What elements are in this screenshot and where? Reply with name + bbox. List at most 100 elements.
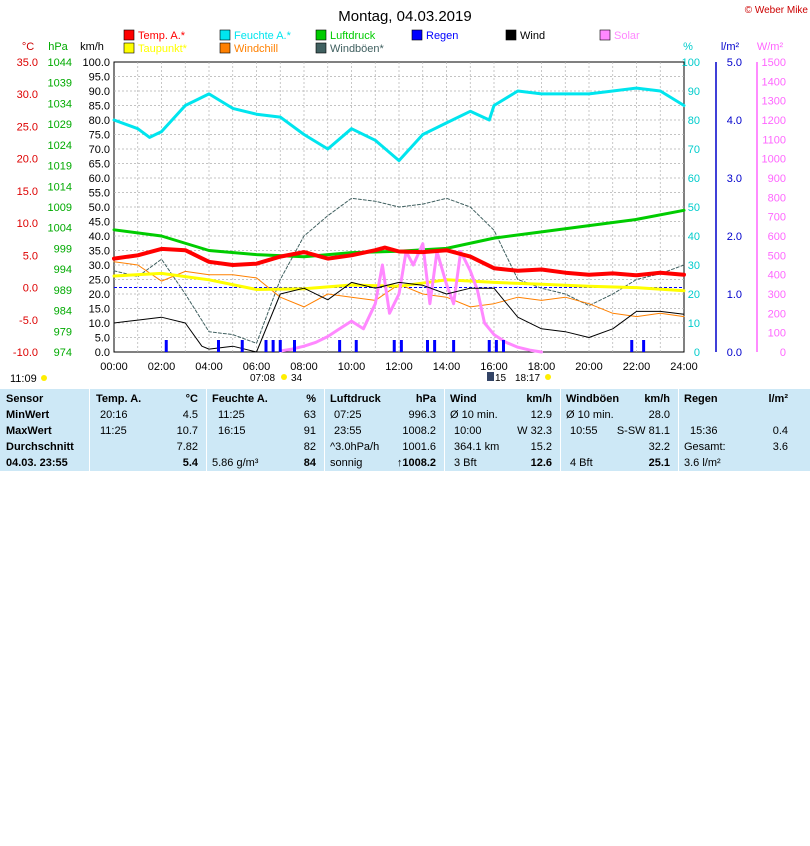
rain-bar xyxy=(399,340,403,352)
kmh-tick-label: 55.0 xyxy=(89,188,110,200)
pressure-max-time: 23:55 xyxy=(334,425,362,437)
x-tick-label: 18:00 xyxy=(528,361,556,373)
legend-swatch xyxy=(123,42,135,54)
rain-max-value: 0.4 xyxy=(772,425,788,437)
rain-current: 3.6 l/m² xyxy=(684,457,721,469)
temp-axis-unit: °C xyxy=(22,41,34,53)
legend-swatch xyxy=(411,29,423,41)
rain-tick-label: 5.0 xyxy=(727,57,742,69)
temp-unit: °C xyxy=(185,393,198,405)
copyright-text: © Weber Mike xyxy=(745,5,809,16)
hpa-tick-label: 1019 xyxy=(48,161,72,173)
kmh-tick-label: 5.0 xyxy=(95,333,110,345)
kmh-tick-label: 10.0 xyxy=(89,318,110,330)
temp-tick-label: -5.0 xyxy=(19,315,38,327)
solar-tick-label: 1400 xyxy=(762,76,786,88)
wind-header: Wind xyxy=(450,393,477,405)
temp-min: 4.5 xyxy=(182,409,198,421)
solar-tick-label: 600 xyxy=(768,231,786,243)
solar-tick-label: 900 xyxy=(768,173,786,185)
legend-label: Wind xyxy=(520,30,545,42)
chart-legend: Temp. A.* Feuchte A.* Luftdruck Regen Wind So… xyxy=(123,29,640,55)
gusts-bft: 4 Bft xyxy=(570,457,593,469)
kmh-tick-label: 60.0 xyxy=(89,173,110,185)
sunrise-time: 07:08 xyxy=(250,373,275,384)
pct-tick-label: 50 xyxy=(688,202,700,214)
rain-bar xyxy=(487,340,491,352)
wind-distance: 364.1 km xyxy=(454,441,500,453)
rain-header: Regen xyxy=(684,393,718,405)
legend-swatch xyxy=(219,42,231,54)
sunrise-icon xyxy=(281,374,287,380)
col-rain: Regen l/m² 15:36 0.4 Gesamt: 3.6 3.6 l/m… xyxy=(680,389,792,471)
pressure-forecast: sonnig xyxy=(330,457,363,469)
rain-total-value: 3.6 xyxy=(772,441,788,453)
kmh-tick-label: 95.0 xyxy=(89,72,110,84)
col-humidity: Feuchte A. % 11:25 63 16:15 91 82 5.86 g… xyxy=(208,389,322,471)
x-tick-label: 16:00 xyxy=(480,361,508,373)
pressure-current: ↑1008.2 xyxy=(396,457,436,469)
kmh-tick-label: 50.0 xyxy=(89,202,110,214)
kmh-tick-label: 40.0 xyxy=(89,231,110,243)
temp-current: 5.4 xyxy=(182,457,198,469)
sun-icon xyxy=(41,375,47,381)
x-tick-label: 14:00 xyxy=(433,361,461,373)
kmh-tick-label: 70.0 xyxy=(89,144,110,156)
solar-tick-label: 300 xyxy=(768,289,786,301)
temp-min-time: 20:16 xyxy=(100,409,128,421)
gusts-avg-label: Ø 10 min. xyxy=(566,409,614,421)
wind-max-time: 10:00 xyxy=(454,425,482,437)
hpa-tick-label: 984 xyxy=(54,306,72,318)
rain-axis-unit: l/m² xyxy=(721,41,740,53)
legend-label: Luftdruck xyxy=(330,30,376,42)
hpa-tick-label: 1014 xyxy=(48,181,72,193)
humidity-avg: 82 xyxy=(303,441,316,453)
temp-tick-label: 10.0 xyxy=(17,218,38,230)
kmh-tick-label: 80.0 xyxy=(89,115,110,127)
gusts-max-time: 10:55 xyxy=(570,425,598,437)
rain-bar xyxy=(494,340,498,352)
rain-bar xyxy=(164,340,168,352)
wind-max-value: W 32.3 xyxy=(517,425,552,437)
wind-unit: km/h xyxy=(526,393,552,405)
kmh-tick-label: 30.0 xyxy=(89,260,110,272)
solar-line xyxy=(278,242,543,354)
wind-avg2: 15.2 xyxy=(530,441,552,453)
kmh-tick-label: 0.0 xyxy=(95,347,110,359)
pressure-header: Luftdruck xyxy=(330,393,381,405)
temp-tick-label: 25.0 xyxy=(17,121,38,133)
x-tick-label: 06:00 xyxy=(243,361,271,373)
legend-swatch xyxy=(315,29,327,41)
gusts-current: 25.1 xyxy=(648,457,670,469)
x-tick-label: 00:00 xyxy=(100,361,128,373)
temp-max-time: 11:25 xyxy=(100,425,127,437)
row-labels: Sensor MinWert MaxWert Durchschnitt 04.0… xyxy=(6,389,86,471)
solar-tick-label: 800 xyxy=(768,192,786,204)
gusts-max-value: S-SW 81.1 xyxy=(616,425,670,437)
wind-bft: 3 Bft xyxy=(454,457,477,469)
pct-tick-label: 70 xyxy=(688,144,700,156)
pressure-trend: ^3.0hPa/h xyxy=(330,441,380,453)
x-tick-label: 12:00 xyxy=(385,361,413,373)
row-label-sensor: Sensor xyxy=(6,393,44,405)
x-tick-label: 20:00 xyxy=(575,361,603,373)
rain-bar xyxy=(452,340,456,352)
col-gusts: Windböen km/h Ø 10 min. 28.0 10:55 S-SW … xyxy=(562,389,676,471)
pressure-trend-value: 1001.6 xyxy=(402,441,436,453)
solar-axis-unit: W/m² xyxy=(757,41,784,53)
pressure-unit: hPa xyxy=(415,393,436,405)
kmh-tick-label: 25.0 xyxy=(89,275,110,287)
row-label-min: MinWert xyxy=(6,409,50,421)
wind-avg-value: 12.9 xyxy=(530,409,552,421)
hpa-tick-label: 1029 xyxy=(48,119,72,131)
pct-tick-label: 20 xyxy=(688,289,700,301)
rain-bar xyxy=(354,340,358,352)
rain-bar xyxy=(271,340,275,352)
pct-tick-label: 90 xyxy=(688,86,700,98)
feuchte-a-line xyxy=(112,86,686,163)
sunset-time: 18:17 xyxy=(515,373,540,384)
solar-tick-label: 500 xyxy=(768,250,786,262)
chart-ticks: 35.0 30.0 25.0 20.0 15.0 10.0 5.0 0.0 -5.0 -10.0 1… xyxy=(13,57,786,373)
x-tick-label: 02:00 xyxy=(148,361,176,373)
temp-a-line xyxy=(112,245,686,278)
